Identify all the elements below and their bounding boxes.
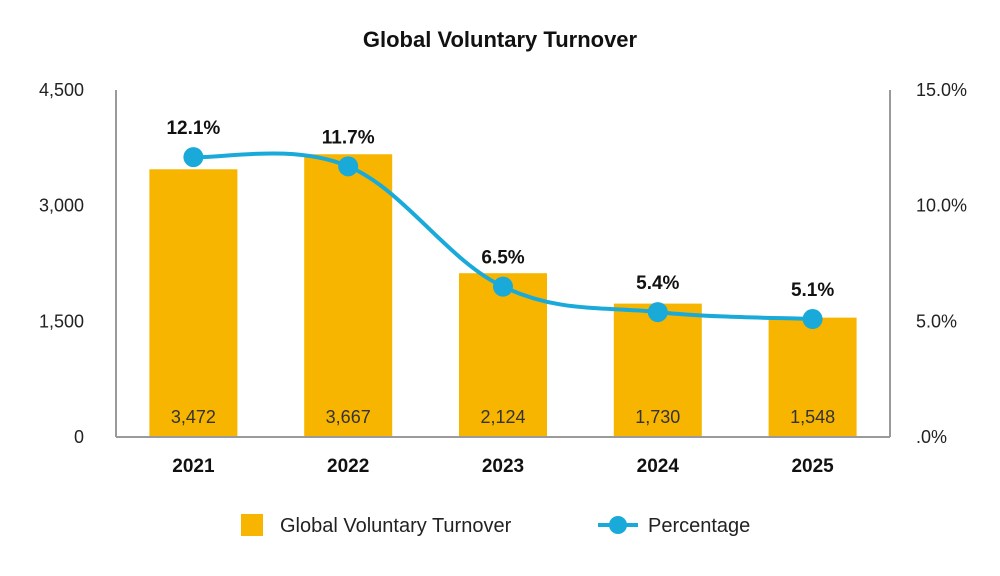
percentage-value-label: 11.7% bbox=[322, 127, 375, 148]
percentage-value-label: 5.4% bbox=[636, 273, 679, 294]
legend-label-bars: Global Voluntary Turnover bbox=[280, 515, 512, 537]
x-tick-label: 2024 bbox=[637, 456, 680, 477]
bar-value-label: 3,667 bbox=[326, 407, 371, 427]
bar-value-label: 1,730 bbox=[635, 407, 680, 427]
percentage-value-label: 5.1% bbox=[791, 280, 834, 301]
bar-2021 bbox=[149, 169, 238, 438]
plot-area: 0 1,500 3,000 4,500 .0% 5.0% 10.0% 15.0% 2021 202… bbox=[39, 80, 967, 477]
y-left-tick-label: 4,500 bbox=[39, 80, 84, 100]
x-tick-label: 2023 bbox=[482, 456, 524, 477]
bar-2023 bbox=[459, 273, 547, 437]
bar-value-label: 3,472 bbox=[171, 407, 216, 427]
bar-2024 bbox=[613, 303, 702, 437]
legend-label-line: Percentage bbox=[648, 515, 750, 537]
y-right-tick-label: 10.0% bbox=[916, 196, 967, 216]
y-right-tick-label: 5.0% bbox=[916, 311, 957, 331]
y-left-tick-label: 0 bbox=[74, 427, 84, 447]
y-left-tick-label: 3,000 bbox=[39, 196, 84, 216]
bar-value-label: 1,548 bbox=[790, 407, 835, 427]
y-right-tick-label: 15.0% bbox=[916, 80, 967, 100]
percentage-point-2023 bbox=[493, 276, 513, 297]
bar-2022 bbox=[304, 154, 393, 437]
legend: Global Voluntary Turnover Percentage bbox=[241, 514, 750, 537]
percentage-value-label: 6.5% bbox=[481, 248, 524, 269]
x-tick-label: 2021 bbox=[172, 456, 215, 477]
percentage-point-2025 bbox=[802, 309, 823, 330]
legend-swatch-marker bbox=[609, 516, 627, 534]
y-left-tick-label: 1,500 bbox=[39, 311, 84, 331]
y-right-tick-label: .0% bbox=[916, 427, 947, 447]
bar-2025 bbox=[768, 317, 857, 437]
legend-swatch-bars bbox=[241, 514, 263, 536]
bar-value-label: 2,124 bbox=[480, 407, 525, 427]
percentage-point-2024 bbox=[647, 302, 668, 323]
x-tick-label: 2022 bbox=[327, 456, 369, 477]
x-tick-label: 2025 bbox=[791, 456, 834, 477]
percentage-value-label: 12.1% bbox=[166, 118, 220, 139]
percentage-point-2022 bbox=[338, 156, 359, 177]
percentage-point-2021 bbox=[183, 147, 204, 168]
chart-title: Global Voluntary Turnover bbox=[363, 27, 638, 52]
